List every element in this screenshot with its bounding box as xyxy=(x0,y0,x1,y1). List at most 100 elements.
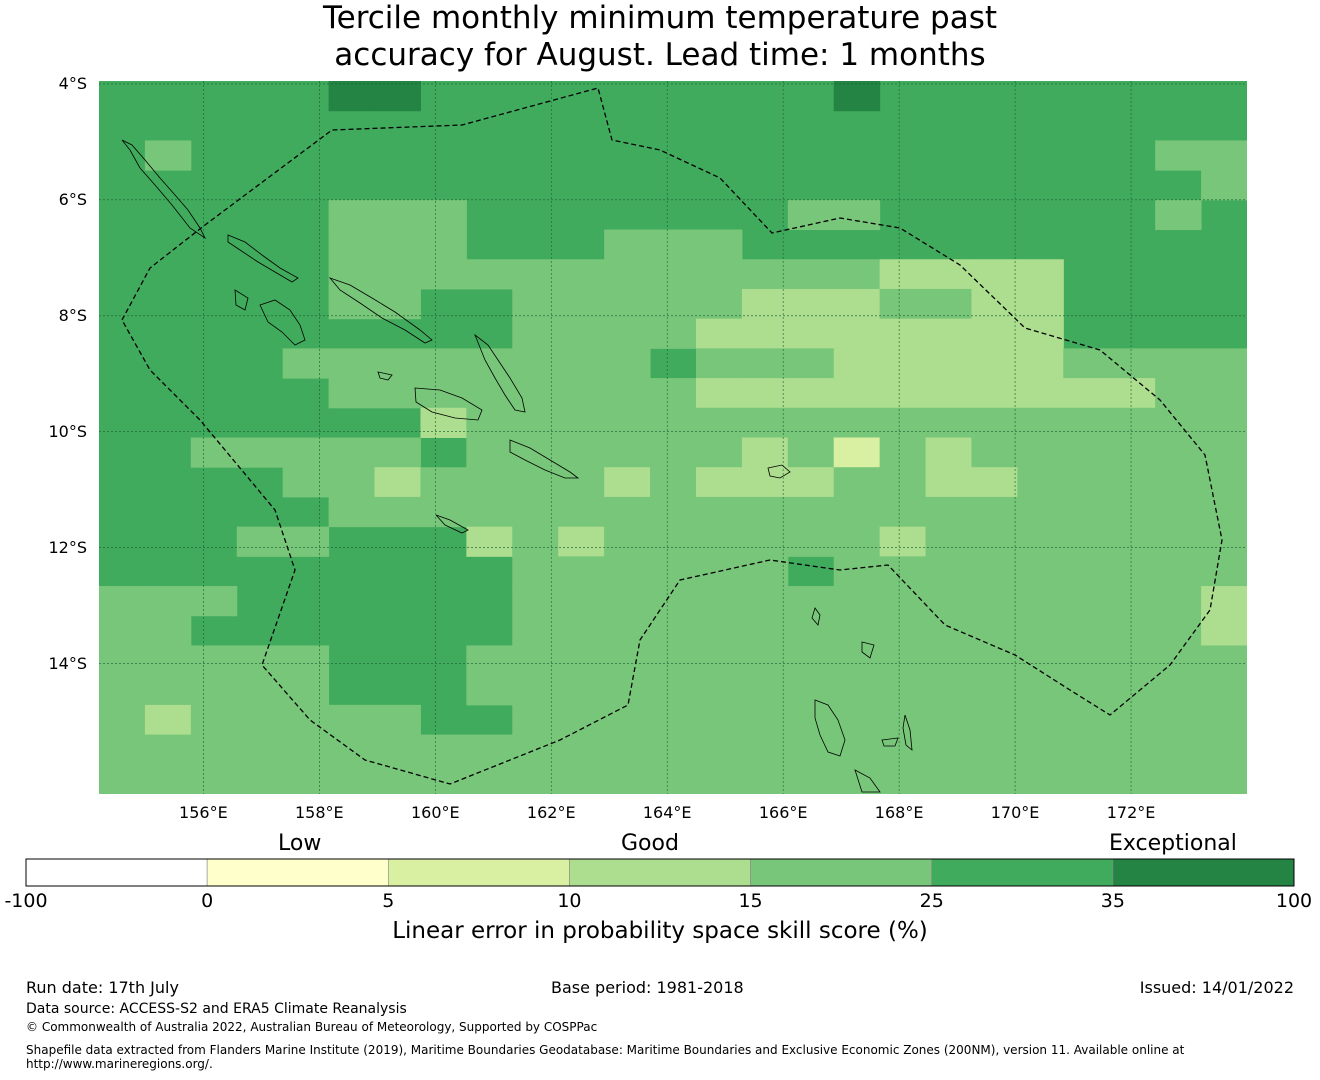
colorbar-frame xyxy=(25,858,1295,887)
skill-cell xyxy=(1201,140,1247,171)
skill-cell xyxy=(925,378,972,409)
skill-cell xyxy=(512,259,559,290)
skill-cell xyxy=(1201,496,1247,528)
skill-cell xyxy=(604,586,651,617)
skill-cell xyxy=(282,437,330,468)
skill-cell xyxy=(420,734,467,765)
skill-cell xyxy=(374,259,421,290)
skill-cell xyxy=(650,407,697,438)
skill-cell xyxy=(787,526,835,557)
skill-cell xyxy=(99,586,146,617)
skill-cell xyxy=(604,734,651,765)
skill-cell xyxy=(833,407,881,438)
skill-cell xyxy=(787,259,835,290)
skill-cell xyxy=(420,378,467,409)
skill-cell xyxy=(971,675,1018,706)
coastlines xyxy=(121,139,913,793)
skill-cell xyxy=(787,318,835,349)
colorbar-bin xyxy=(1112,858,1295,887)
skill-cell xyxy=(879,764,927,794)
skill-cell xyxy=(1017,467,1064,498)
skill-grid xyxy=(99,81,1247,794)
skill-cell xyxy=(1201,348,1247,379)
category-good: Good xyxy=(621,831,679,856)
skill-cell xyxy=(925,526,972,557)
skill-cell xyxy=(833,378,881,409)
skill-cell xyxy=(925,764,972,794)
skill-cell xyxy=(99,734,146,765)
skill-cell xyxy=(1201,704,1247,736)
skill-cell xyxy=(1063,348,1110,379)
skill-cell xyxy=(1017,259,1064,290)
skill-cell xyxy=(420,764,467,794)
skill-cell xyxy=(787,437,835,468)
skill-cell xyxy=(650,734,697,765)
skill-cell xyxy=(512,467,559,498)
skill-cell xyxy=(741,348,789,379)
skill-cell xyxy=(328,467,376,498)
eez-boundary xyxy=(121,87,1223,785)
skill-cell xyxy=(879,259,927,290)
skill-cell xyxy=(328,704,376,736)
colorbar-tick-label: 0 xyxy=(201,890,214,912)
skill-cell xyxy=(1017,586,1064,617)
skill-cell xyxy=(741,496,789,528)
skill-cell xyxy=(925,288,972,320)
skill-cell xyxy=(236,437,284,468)
island-russell xyxy=(377,371,393,381)
skill-cell xyxy=(833,199,881,231)
skill-cell xyxy=(879,407,927,438)
skill-cell xyxy=(695,675,743,706)
skill-cell xyxy=(1201,764,1247,794)
skill-cell xyxy=(604,556,651,587)
skill-cell xyxy=(1155,764,1202,794)
skill-cell xyxy=(1155,704,1202,736)
skill-cell xyxy=(741,407,789,438)
skill-cell xyxy=(833,318,881,349)
skill-cell xyxy=(558,586,605,617)
skill-cell xyxy=(604,645,651,676)
skill-cell xyxy=(1109,675,1156,706)
skill-cell xyxy=(879,586,927,617)
skill-cell xyxy=(190,645,238,676)
skill-cell xyxy=(650,288,697,320)
skill-cell xyxy=(879,348,927,379)
skill-cell xyxy=(787,645,835,676)
skill-cell xyxy=(604,259,651,290)
skill-cell xyxy=(374,496,421,528)
skill-cell xyxy=(1109,526,1156,557)
skill-cell xyxy=(466,645,513,676)
skill-cell xyxy=(190,437,238,468)
skill-cell xyxy=(925,556,972,587)
skill-cell xyxy=(1201,437,1247,468)
skill-cell xyxy=(604,615,651,646)
skill-cell xyxy=(1109,378,1156,409)
longitude-tick-label: 170°E xyxy=(990,803,1040,822)
colorbar-bin xyxy=(387,858,570,887)
skill-cell xyxy=(512,556,559,587)
skill-cell xyxy=(190,675,238,706)
skill-cell xyxy=(787,675,835,706)
latitude-tick-label: 4°S xyxy=(58,73,87,93)
skill-cell xyxy=(282,348,330,379)
skill-cell xyxy=(144,615,192,646)
colorbar-tick-label: 35 xyxy=(1100,890,1125,912)
skill-cell xyxy=(787,378,835,409)
skill-cell xyxy=(1063,615,1110,646)
map-gridlines xyxy=(99,81,1247,794)
skill-cell xyxy=(1109,586,1156,617)
skill-cell xyxy=(879,526,927,557)
skill-cell xyxy=(282,764,330,794)
skill-cell xyxy=(971,259,1018,290)
category-low: Low xyxy=(278,831,322,856)
skill-cell xyxy=(144,764,192,794)
skill-cell xyxy=(971,496,1018,528)
skill-cell xyxy=(1155,556,1202,587)
skill-cell xyxy=(1155,645,1202,676)
skill-cell xyxy=(328,437,376,468)
skill-cell xyxy=(833,288,881,320)
skill-cell xyxy=(99,704,146,736)
longitude-tick-label: 158°E xyxy=(294,803,344,822)
skill-cell xyxy=(650,259,697,290)
skill-cell xyxy=(466,348,513,379)
